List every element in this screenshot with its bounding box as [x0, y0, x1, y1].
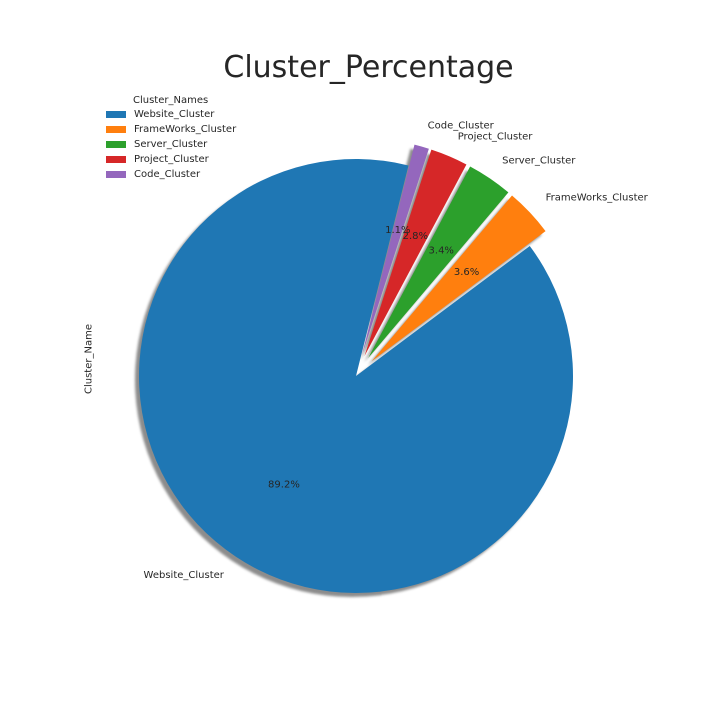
slice-pct-server-cluster: 3.4%: [429, 245, 454, 256]
slice-pct-frameworks-cluster: 3.6%: [454, 267, 479, 278]
legend-label-website-cluster: Website_Cluster: [134, 109, 215, 120]
legend-swatch-frameworks-cluster: [106, 126, 126, 133]
slice-pct-website-cluster: 89.2%: [268, 479, 300, 490]
wedge-layer: [138, 144, 573, 594]
chart-title: Cluster_Percentage: [223, 50, 514, 85]
slice-label-server-cluster: Server_Cluster: [502, 155, 576, 166]
slice-pct-code-cluster: 1.1%: [385, 225, 410, 236]
slice-label-website-cluster: Website_Cluster: [144, 570, 225, 581]
legend-label-project-cluster: Project_Cluster: [134, 154, 209, 165]
slice-label-frameworks-cluster: FrameWorks_Cluster: [546, 193, 649, 204]
legend-swatch-server-cluster: [106, 141, 126, 148]
pie-slice-frameworks-cluster: [371, 195, 546, 362]
legend-title: Cluster_Names: [133, 95, 209, 106]
legend-swatch-project-cluster: [106, 156, 126, 163]
legend-label-frameworks-cluster: FrameWorks_Cluster: [134, 124, 237, 135]
legend-label-server-cluster: Server_Cluster: [134, 139, 208, 150]
legend-label-code-cluster: Code_Cluster: [134, 169, 201, 180]
slice-pct-project-cluster: 2.8%: [403, 231, 428, 242]
pie-slice-server-cluster: [368, 166, 509, 359]
pie-slice-website-cluster: [138, 158, 573, 594]
slice-label-code-cluster: Code_Cluster: [428, 121, 495, 132]
legend-swatch-code-cluster: [106, 171, 126, 178]
label-layer: Website_Cluster 89.2% FrameWorks_Cluster 3.…: [144, 121, 649, 581]
pie-slice-project-cluster: [364, 149, 467, 357]
slice-label-project-cluster: Project_Cluster: [458, 131, 534, 142]
legend-swatch-website-cluster: [106, 111, 126, 118]
pie-slice-code-cluster: [361, 144, 429, 356]
